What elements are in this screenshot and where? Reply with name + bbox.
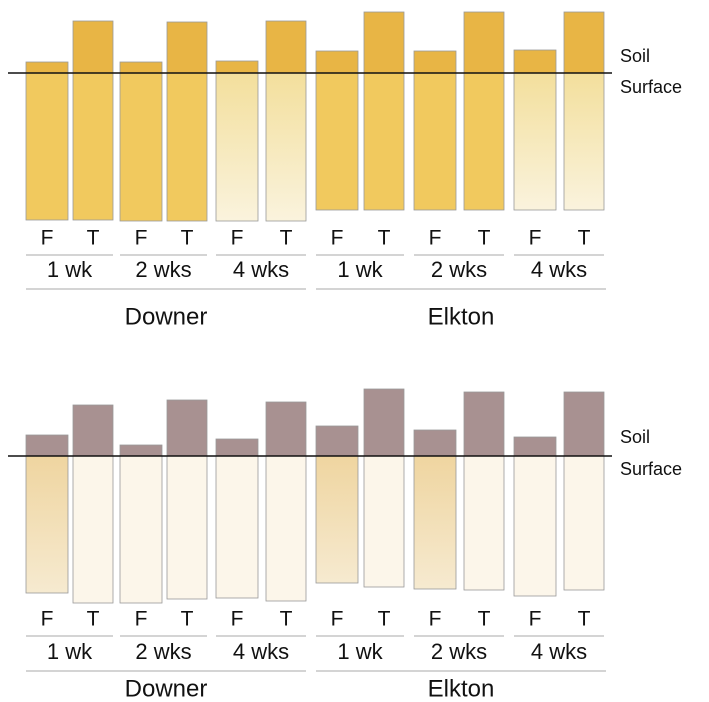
strip-label: F — [331, 227, 344, 250]
strip-below-soil — [464, 456, 504, 590]
strip-label: T — [87, 608, 100, 631]
duration-label: 1 wk — [337, 639, 383, 664]
strip-label: T — [478, 227, 491, 250]
strip-above-soil — [464, 392, 504, 456]
strip-above-soil — [414, 51, 456, 73]
strip-above-soil — [120, 445, 162, 456]
strip-label: F — [231, 227, 244, 250]
strip-label: F — [331, 608, 344, 631]
strip-label: T — [181, 227, 194, 250]
site-label: Elkton — [428, 303, 495, 330]
strip-below-soil — [266, 456, 306, 601]
strip-below-soil — [120, 73, 162, 221]
strip-label: T — [478, 608, 491, 631]
strip-above-soil — [73, 405, 113, 456]
strip-label: T — [280, 608, 293, 631]
strip-below-soil — [564, 456, 604, 590]
duration-label: 1 wk — [47, 639, 93, 664]
strip-below-soil — [316, 456, 358, 583]
strip-label: F — [429, 608, 442, 631]
strip-above-soil — [73, 21, 113, 73]
strip-below-soil — [514, 73, 556, 210]
strip-label: T — [578, 608, 591, 631]
strip-label: T — [181, 608, 194, 631]
strip-label: F — [41, 227, 54, 250]
strip-label: F — [429, 227, 442, 250]
strip-label: F — [529, 608, 542, 631]
soil-surface-label: Soil — [620, 46, 650, 66]
strip-below-soil — [564, 73, 604, 210]
strip-above-soil — [26, 435, 68, 456]
strip-below-soil — [216, 456, 258, 598]
strip-below-soil — [167, 456, 207, 599]
duration-label: 4 wks — [233, 257, 289, 282]
strip-above-soil — [216, 61, 258, 73]
strip-label: F — [135, 608, 148, 631]
strip-below-soil — [364, 73, 404, 210]
strip-label: T — [280, 227, 293, 250]
strip-label: T — [578, 227, 591, 250]
strip-above-soil — [167, 400, 207, 456]
soil-surface-label: Surface — [620, 77, 682, 97]
strip-below-soil — [464, 73, 504, 210]
strip-above-soil — [514, 50, 556, 73]
strip-above-soil — [364, 389, 404, 456]
strip-below-soil — [26, 456, 68, 593]
strip-below-soil — [73, 73, 113, 220]
strip-below-soil — [26, 73, 68, 220]
strip-above-soil — [167, 22, 207, 73]
site-label: Downer — [125, 303, 208, 330]
duration-label: 4 wks — [531, 257, 587, 282]
strip-above-soil — [266, 402, 306, 456]
strip-above-soil — [514, 437, 556, 456]
strip-below-soil — [364, 456, 404, 587]
strip-above-soil — [414, 430, 456, 456]
site-label: Elkton — [428, 675, 495, 702]
strip-label: F — [41, 608, 54, 631]
strip-above-soil — [120, 62, 162, 73]
soil-surface-label: Surface — [620, 459, 682, 479]
strip-below-soil — [120, 456, 162, 603]
duration-label: 1 wk — [47, 257, 93, 282]
strip-above-soil — [364, 12, 404, 73]
strip-below-soil — [514, 456, 556, 596]
duration-label: 2 wks — [431, 639, 487, 664]
strip-label: T — [378, 608, 391, 631]
strip-above-soil — [564, 392, 604, 456]
strip-label: T — [378, 227, 391, 250]
strip-below-soil — [73, 456, 113, 603]
strip-below-soil — [266, 73, 306, 221]
strip-below-soil — [167, 73, 207, 221]
strip-below-soil — [216, 73, 258, 221]
duration-label: 2 wks — [431, 257, 487, 282]
duration-label: 4 wks — [233, 639, 289, 664]
duration-label: 4 wks — [531, 639, 587, 664]
strip-above-soil — [464, 12, 504, 73]
soil-surface-label: Soil — [620, 427, 650, 447]
figure: F T F T F T F T F T F T 1 wk 2 wks 4 wks 1 wk 2 wks 4 wks… — [0, 0, 709, 702]
strip-above-soil — [564, 12, 604, 73]
strip-label: F — [529, 227, 542, 250]
strip-above-soil — [216, 439, 258, 456]
strip-above-soil — [26, 62, 68, 73]
duration-label: 2 wks — [135, 639, 191, 664]
strip-below-soil — [414, 73, 456, 210]
duration-label: 1 wk — [337, 257, 383, 282]
strip-below-soil — [316, 73, 358, 210]
duration-label: 2 wks — [135, 257, 191, 282]
strip-above-soil — [316, 51, 358, 73]
strip-label: T — [87, 227, 100, 250]
strip-above-soil — [266, 21, 306, 73]
strip-label: F — [231, 608, 244, 631]
site-label: Downer — [125, 675, 208, 702]
strip-above-soil — [316, 426, 358, 456]
strip-below-soil — [414, 456, 456, 589]
strip-label: F — [135, 227, 148, 250]
